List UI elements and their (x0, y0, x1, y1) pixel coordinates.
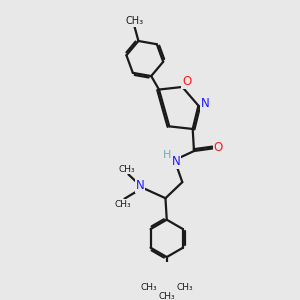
Text: N: N (136, 179, 144, 192)
Text: CH₃: CH₃ (125, 16, 144, 26)
Text: CH₃: CH₃ (114, 200, 131, 209)
Text: N: N (201, 97, 210, 110)
Text: CH₃: CH₃ (158, 292, 175, 300)
Text: O: O (182, 75, 192, 88)
Text: CH₃: CH₃ (140, 283, 157, 292)
Text: CH₃: CH₃ (177, 283, 193, 292)
Text: CH₃: CH₃ (119, 165, 135, 174)
Text: O: O (214, 141, 223, 154)
Text: H: H (163, 150, 172, 161)
Text: N: N (172, 155, 180, 168)
